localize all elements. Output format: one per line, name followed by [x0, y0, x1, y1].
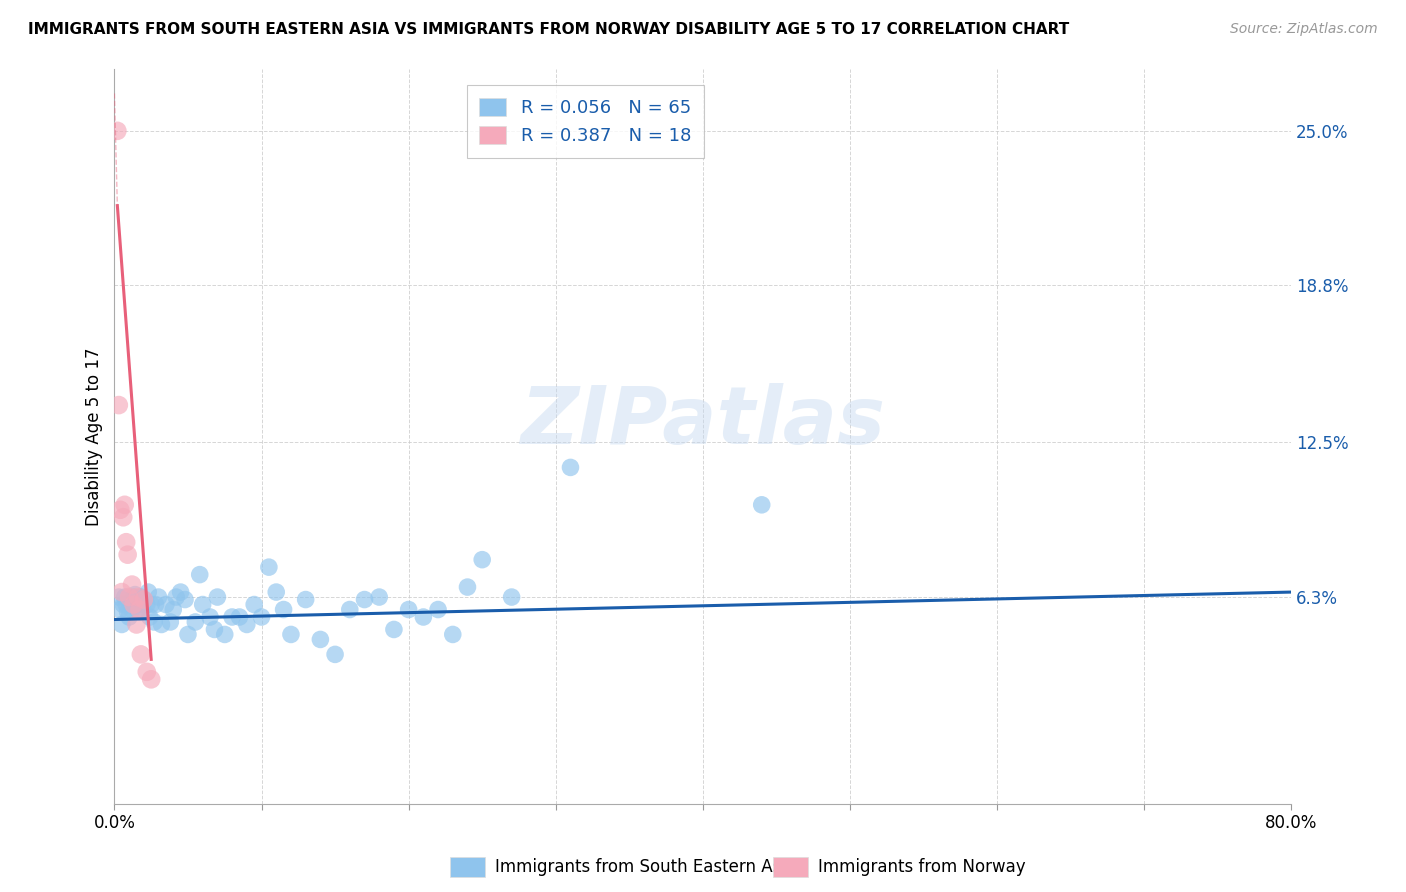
- Point: [138, 610, 160, 624]
- Point: [198, 610, 221, 624]
- Point: [471, 552, 494, 566]
- Point: [127, 590, 149, 604]
- Point: [128, 602, 150, 616]
- Text: IMMIGRANTS FROM SOUTH EASTERN ASIA VS IMMIGRANTS FROM NORWAY DISABILITY AGE 5 TO: IMMIGRANTS FROM SOUTH EASTERN ASIA VS IM…: [28, 22, 1070, 37]
- Text: Source: ZipAtlas.com: Source: ZipAtlas.com: [1230, 22, 1378, 37]
- Point: [114, 590, 136, 604]
- Point: [441, 627, 464, 641]
- Point: [108, 398, 131, 412]
- Point: [207, 590, 229, 604]
- Point: [129, 590, 152, 604]
- Legend: R = 0.056   N = 65, R = 0.387   N = 18: R = 0.056 N = 65, R = 0.387 N = 18: [467, 85, 704, 158]
- Point: [117, 605, 139, 619]
- Point: [124, 588, 146, 602]
- Point: [214, 627, 236, 641]
- Point: [184, 615, 207, 629]
- Point: [174, 592, 197, 607]
- Text: ZIPatlas: ZIPatlas: [520, 383, 886, 460]
- Point: [456, 580, 478, 594]
- Point: [177, 627, 200, 641]
- Point: [120, 598, 142, 612]
- Point: [382, 623, 405, 637]
- Point: [122, 598, 145, 612]
- Point: [122, 590, 145, 604]
- Y-axis label: Disability Age 5 to 17: Disability Age 5 to 17: [86, 347, 103, 525]
- Point: [141, 673, 163, 687]
- Point: [118, 590, 141, 604]
- Point: [125, 598, 148, 612]
- Point: [257, 560, 280, 574]
- Point: [127, 602, 149, 616]
- Text: Immigrants from South Eastern Asia: Immigrants from South Eastern Asia: [495, 858, 796, 876]
- Point: [111, 585, 134, 599]
- Point: [250, 610, 273, 624]
- Point: [427, 602, 450, 616]
- Point: [221, 610, 243, 624]
- Text: Immigrants from Norway: Immigrants from Norway: [818, 858, 1026, 876]
- Point: [135, 598, 157, 612]
- Point: [117, 548, 139, 562]
- Point: [114, 498, 136, 512]
- Point: [188, 567, 211, 582]
- Point: [129, 648, 152, 662]
- Point: [112, 598, 135, 612]
- Point: [136, 585, 159, 599]
- Point: [236, 617, 259, 632]
- Point: [273, 602, 295, 616]
- Point: [398, 602, 420, 616]
- Point: [368, 590, 391, 604]
- Point: [112, 510, 135, 524]
- Point: [121, 577, 143, 591]
- Point: [751, 498, 773, 512]
- Point: [309, 632, 332, 647]
- Point: [228, 610, 250, 624]
- Point: [243, 598, 266, 612]
- Point: [132, 592, 155, 607]
- Point: [121, 602, 143, 616]
- Point: [191, 598, 214, 612]
- Point: [339, 602, 361, 616]
- Point: [115, 535, 138, 549]
- Point: [501, 590, 523, 604]
- Point: [323, 648, 346, 662]
- Point: [110, 602, 132, 616]
- Point: [145, 598, 167, 612]
- Point: [162, 602, 184, 616]
- Point: [560, 460, 582, 475]
- Point: [159, 615, 181, 629]
- Point: [128, 605, 150, 619]
- Point: [353, 592, 375, 607]
- Point: [150, 617, 173, 632]
- Point: [108, 590, 131, 604]
- Point: [110, 503, 132, 517]
- Point: [155, 598, 177, 612]
- Point: [280, 627, 302, 641]
- Point: [135, 665, 157, 679]
- Point: [294, 592, 316, 607]
- Point: [132, 592, 155, 607]
- Point: [131, 598, 153, 612]
- Point: [105, 124, 128, 138]
- Point: [165, 590, 187, 604]
- Point: [204, 623, 226, 637]
- Point: [111, 617, 134, 632]
- Point: [118, 610, 141, 624]
- Point: [125, 617, 148, 632]
- Point: [169, 585, 191, 599]
- Point: [143, 615, 166, 629]
- Point: [115, 598, 138, 612]
- Point: [148, 590, 170, 604]
- Point: [141, 598, 163, 612]
- Point: [412, 610, 434, 624]
- Point: [264, 585, 287, 599]
